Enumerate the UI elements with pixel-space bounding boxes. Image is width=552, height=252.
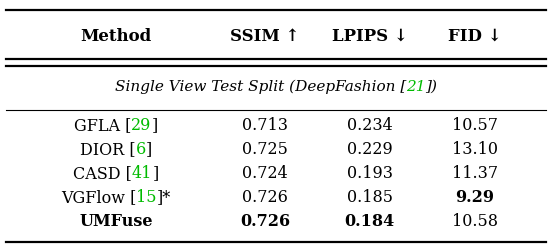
Text: 0.185: 0.185 [347, 189, 393, 206]
Text: SSIM ↑: SSIM ↑ [230, 28, 300, 45]
Text: 0.193: 0.193 [347, 165, 393, 182]
Text: LPIPS ↓: LPIPS ↓ [332, 28, 408, 45]
Text: FID ↓: FID ↓ [448, 28, 502, 45]
Text: 9.29: 9.29 [455, 189, 494, 206]
Text: VGFlow [: VGFlow [ [61, 189, 136, 206]
Text: 10.57: 10.57 [452, 117, 498, 135]
Text: 41: 41 [132, 165, 152, 182]
Text: 11.37: 11.37 [452, 165, 498, 182]
Text: ]: ] [152, 165, 158, 182]
Text: 0.184: 0.184 [344, 213, 395, 230]
Text: ]*: ]* [157, 189, 171, 206]
Text: 13.10: 13.10 [452, 141, 498, 159]
Text: UMFuse: UMFuse [79, 213, 153, 230]
Text: Single View Test Split (DeepFashion [: Single View Test Split (DeepFashion [ [115, 80, 406, 94]
Text: 6: 6 [135, 141, 146, 159]
Text: ]): ]) [426, 80, 437, 94]
Text: 0.234: 0.234 [347, 117, 392, 135]
Text: 0.724: 0.724 [242, 165, 288, 182]
Text: 21: 21 [406, 80, 426, 94]
Text: ]: ] [146, 141, 152, 159]
Text: 10.58: 10.58 [452, 213, 498, 230]
Text: 0.725: 0.725 [242, 141, 288, 159]
Text: 0.726: 0.726 [240, 213, 290, 230]
Text: 0.726: 0.726 [242, 189, 288, 206]
Text: Method: Method [80, 28, 152, 45]
Text: 15: 15 [136, 189, 157, 206]
Text: CASD [: CASD [ [73, 165, 132, 182]
Text: ]: ] [152, 117, 158, 135]
Text: 29: 29 [131, 117, 152, 135]
Text: GFLA [: GFLA [ [74, 117, 131, 135]
Text: 0.229: 0.229 [347, 141, 392, 159]
Text: DIOR [: DIOR [ [80, 141, 135, 159]
Text: 0.713: 0.713 [242, 117, 288, 135]
